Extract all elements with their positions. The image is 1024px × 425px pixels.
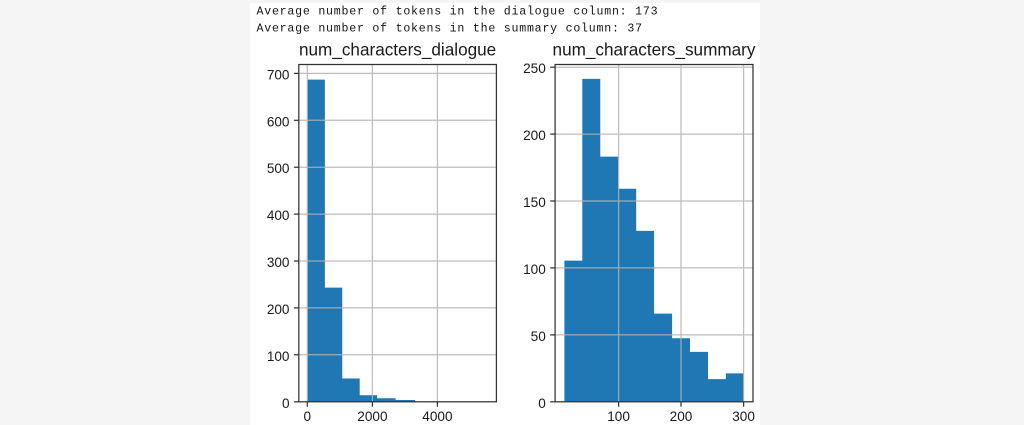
svg-text:150: 150 <box>523 195 546 210</box>
svg-text:100: 100 <box>607 409 630 424</box>
svg-text:300: 300 <box>267 255 290 270</box>
svg-text:50: 50 <box>531 329 547 344</box>
svg-text:100: 100 <box>267 349 290 364</box>
svg-text:600: 600 <box>267 114 290 129</box>
svg-text:700: 700 <box>267 67 290 82</box>
svg-text:Average number of tokens in th: Average number of tokens in the summary … <box>257 23 643 36</box>
svg-text:0: 0 <box>304 409 312 424</box>
svg-text:200: 200 <box>670 409 693 424</box>
svg-text:0: 0 <box>282 396 290 411</box>
svg-text:num_characters_dialogue: num_characters_dialogue <box>299 39 496 59</box>
svg-text:200: 200 <box>523 128 546 143</box>
svg-text:4000: 4000 <box>422 409 453 424</box>
svg-text:num_characters_summary: num_characters_summary <box>553 39 756 59</box>
svg-text:500: 500 <box>267 161 290 176</box>
svg-text:100: 100 <box>523 262 546 277</box>
svg-text:Average number of tokens in th: Average number of tokens in the dialogue… <box>257 5 659 18</box>
svg-text:0: 0 <box>538 396 546 411</box>
svg-text:200: 200 <box>267 302 290 317</box>
svg-text:400: 400 <box>267 208 290 223</box>
svg-text:300: 300 <box>732 409 755 424</box>
svg-text:2000: 2000 <box>357 409 388 424</box>
svg-text:250: 250 <box>523 61 546 76</box>
